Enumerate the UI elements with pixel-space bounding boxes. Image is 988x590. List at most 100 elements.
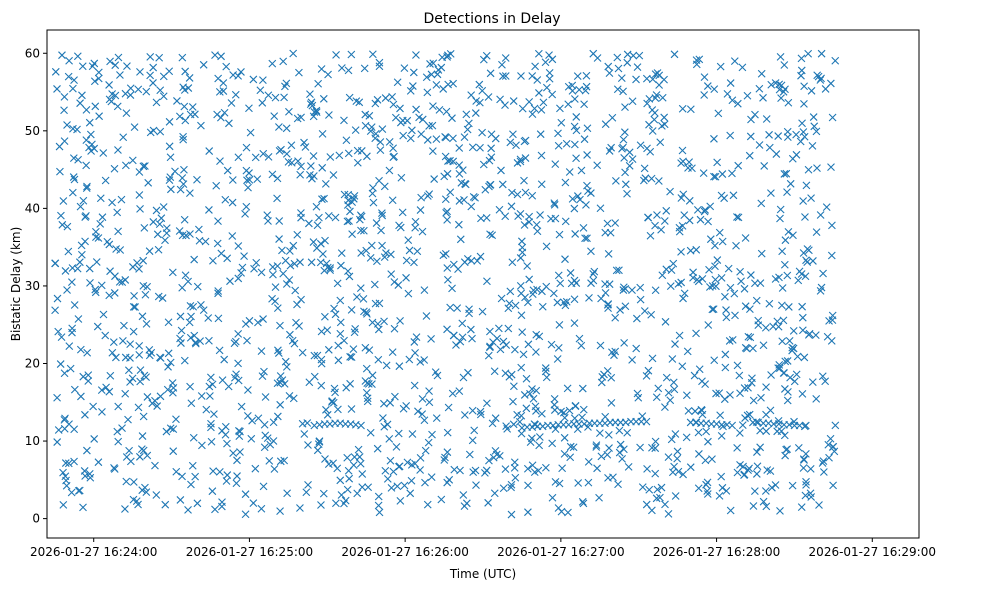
data-point <box>537 180 546 189</box>
data-point <box>329 171 338 179</box>
data-point <box>69 124 77 133</box>
data-point <box>572 154 580 163</box>
data-point <box>134 403 143 412</box>
data-point <box>541 463 550 472</box>
data-point <box>779 316 788 325</box>
data-point <box>513 190 522 199</box>
data-point <box>614 64 623 73</box>
data-point <box>570 122 579 131</box>
data-point <box>482 213 491 222</box>
data-point <box>476 407 485 416</box>
data-point <box>765 299 774 308</box>
data-point <box>490 489 499 498</box>
data-point <box>213 239 222 248</box>
data-point <box>679 470 687 479</box>
data-point <box>253 175 262 183</box>
data-point <box>149 79 157 87</box>
data-point <box>673 447 682 456</box>
data-point <box>715 389 724 397</box>
data-point <box>244 386 252 394</box>
data-point <box>60 416 69 424</box>
data-point <box>570 204 579 213</box>
data-point <box>738 63 747 72</box>
data-point <box>259 482 268 491</box>
data-point <box>250 264 258 273</box>
data-point <box>268 59 277 68</box>
data-point <box>297 113 305 122</box>
data-point <box>478 86 487 95</box>
data-point <box>520 176 528 185</box>
data-point <box>199 306 208 315</box>
data-point <box>139 256 148 265</box>
data-point <box>417 193 426 202</box>
data-point <box>501 465 510 474</box>
data-point <box>558 464 567 473</box>
data-point <box>473 256 482 265</box>
data-point <box>555 479 564 488</box>
data-point <box>597 378 606 387</box>
data-point <box>651 444 660 453</box>
data-point <box>409 68 418 77</box>
data-point <box>129 478 138 486</box>
data-point <box>136 205 144 213</box>
data-point <box>188 461 197 470</box>
data-point <box>98 213 107 222</box>
data-point <box>765 130 773 139</box>
data-point <box>653 485 662 494</box>
data-point <box>514 212 523 220</box>
data-point <box>603 219 612 228</box>
data-point <box>521 136 530 145</box>
data-point <box>144 178 153 187</box>
data-point <box>287 158 296 167</box>
data-point <box>498 180 507 189</box>
data-point <box>441 195 450 204</box>
data-point <box>69 173 78 181</box>
data-point <box>81 237 89 246</box>
data-point <box>450 465 459 474</box>
data-point <box>261 393 270 401</box>
data-point <box>238 263 247 272</box>
data-point <box>279 57 288 66</box>
data-point <box>570 295 579 304</box>
data-point <box>686 105 695 114</box>
data-point <box>92 233 100 241</box>
data-point <box>246 128 255 137</box>
data-point <box>164 318 173 327</box>
chart-title: Detections in Delay <box>423 11 560 27</box>
data-point <box>283 489 292 498</box>
data-point <box>654 384 663 393</box>
data-point <box>797 54 806 63</box>
data-point <box>615 426 624 435</box>
data-point <box>660 113 669 122</box>
data-point <box>828 316 837 325</box>
data-point <box>90 59 99 68</box>
data-point <box>355 98 364 107</box>
data-point <box>651 286 660 295</box>
data-point <box>206 373 215 382</box>
data-point <box>418 394 427 403</box>
data-point <box>633 63 642 71</box>
data-point <box>353 146 362 155</box>
data-point <box>744 466 752 474</box>
data-point <box>440 456 449 464</box>
data-point <box>344 66 353 75</box>
data-point <box>685 196 694 205</box>
y-tick-label: 30 <box>25 279 40 293</box>
data-point <box>178 231 187 240</box>
data-point <box>740 471 748 480</box>
data-point <box>581 234 589 243</box>
data-point <box>308 174 316 183</box>
data-point <box>446 303 455 312</box>
data-point <box>59 501 68 509</box>
data-point <box>767 80 776 89</box>
data-point <box>389 144 398 153</box>
data-point <box>423 500 432 509</box>
data-point <box>798 302 807 311</box>
data-point <box>711 241 719 250</box>
y-tick-label: 40 <box>25 201 40 215</box>
data-point <box>717 431 726 440</box>
data-point <box>243 336 251 345</box>
data-point <box>348 198 357 207</box>
data-point <box>135 350 144 359</box>
data-point <box>257 268 266 277</box>
